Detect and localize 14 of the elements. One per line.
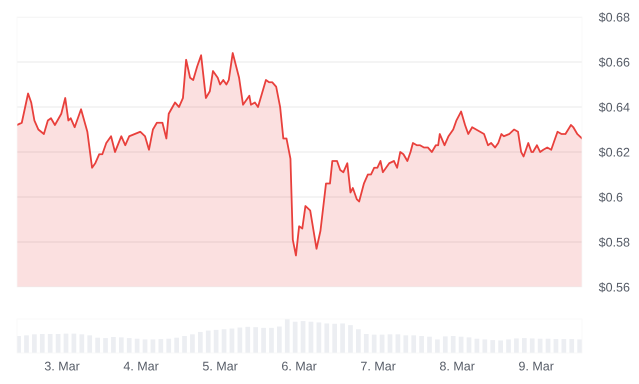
y-tick-label: $0.56: [598, 282, 630, 292]
y-tick-label: $0.66: [598, 57, 630, 68]
y-tick-label: $0.58: [598, 237, 630, 248]
y-tick-label: $0.68: [598, 12, 630, 22]
x-tick-label: 9. Mar: [519, 362, 554, 371]
x-tick-label: 3. Mar: [44, 362, 80, 371]
y-tick-label: $0.6: [598, 192, 622, 202]
y-tick-label: $0.64: [598, 102, 630, 112]
x-tick-label: 6. Mar: [282, 362, 317, 371]
x-tick-label: 4. Mar: [124, 362, 159, 371]
x-tick-label: 5. Mar: [202, 362, 238, 371]
x-tick-label: 8. Mar: [440, 362, 475, 371]
x-tick-label: 7. Mar: [361, 362, 396, 371]
y-tick-label: $0.62: [598, 147, 630, 158]
